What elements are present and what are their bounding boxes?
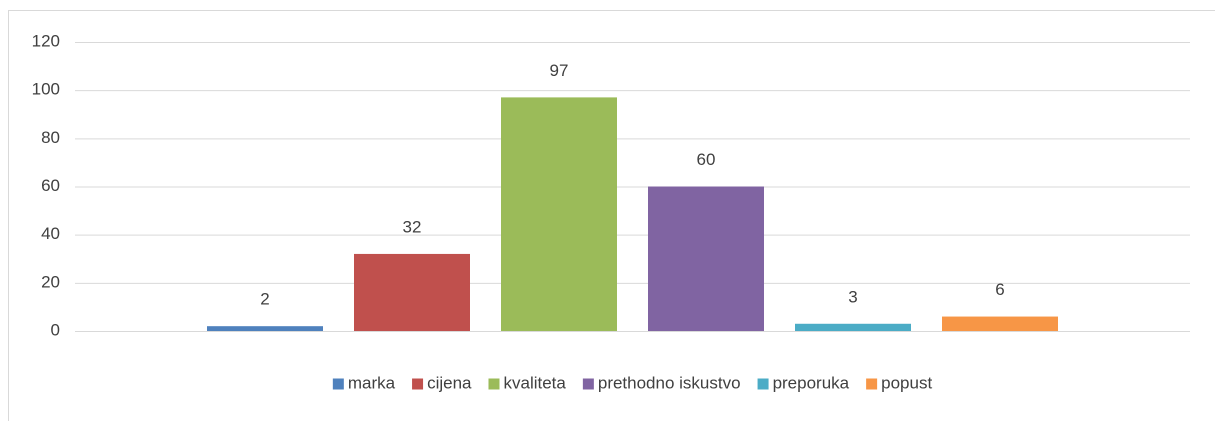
bar	[501, 97, 617, 332]
data-label: 97	[550, 61, 569, 80]
bar	[354, 253, 470, 331]
y-tick-label: 0	[51, 320, 60, 339]
data-label: 60	[697, 150, 716, 169]
data-label: 6	[995, 280, 1004, 299]
legend-swatch	[488, 378, 500, 390]
y-tick-label: 20	[41, 272, 60, 291]
legend-swatch	[332, 378, 344, 390]
y-tick-label: 100	[32, 80, 60, 99]
legend-label: cijena	[427, 373, 472, 392]
legend-swatch	[866, 378, 878, 390]
bar	[207, 326, 323, 331]
bar	[942, 316, 1058, 331]
y-tick-label: 40	[41, 224, 60, 243]
chart-border	[8, 10, 1215, 421]
y-tick-label: 120	[32, 31, 60, 50]
legend-label: popust	[881, 373, 932, 392]
legend-label: marka	[348, 373, 396, 392]
y-tick-label: 60	[41, 176, 60, 195]
bar	[648, 186, 764, 331]
legend-swatch	[757, 378, 769, 390]
legend-swatch	[582, 378, 594, 390]
data-label: 32	[403, 217, 422, 236]
legend-swatch	[412, 378, 424, 390]
legend-label: kvaliteta	[503, 373, 566, 392]
bar	[795, 323, 911, 331]
data-label: 2	[260, 290, 269, 309]
data-label: 3	[848, 287, 857, 306]
legend-label: preporuka	[773, 373, 850, 392]
legend-label: prethodno iskustvo	[598, 373, 741, 392]
y-tick-label: 80	[41, 128, 60, 147]
